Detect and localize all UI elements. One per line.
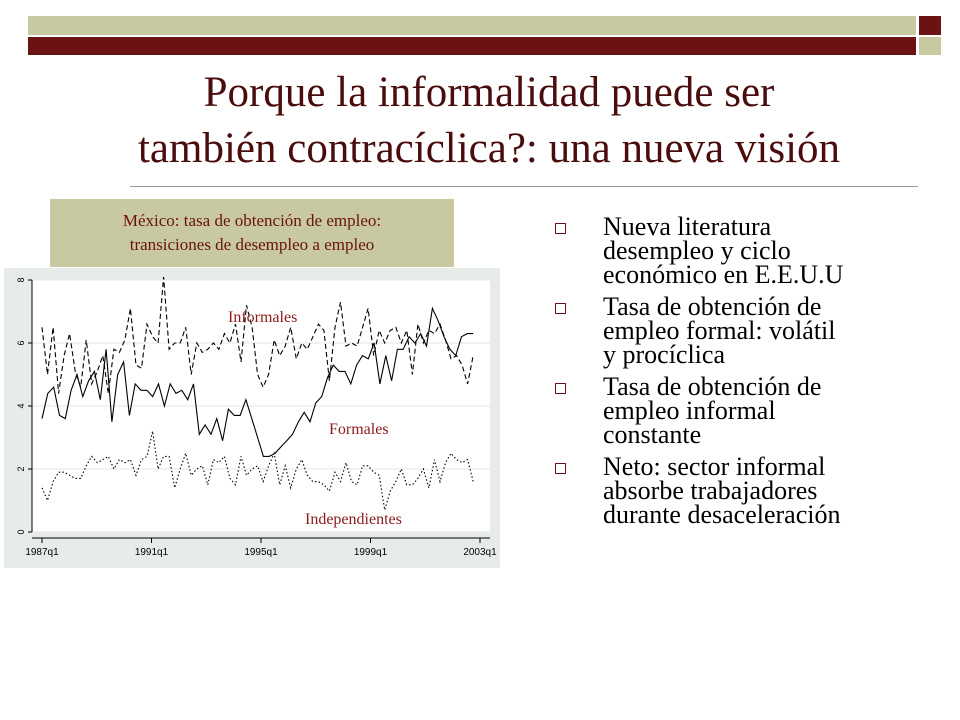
y-tick-label: 6 — [16, 340, 26, 345]
x-tick-label: 1987q1 — [25, 547, 59, 558]
bullet-item: Nueva literatura desempleo y ciclo econó… — [553, 212, 943, 289]
x-tick-label: 2003q1 — [463, 547, 497, 558]
header-square-dark — [919, 16, 941, 35]
series-label: Informales — [228, 309, 297, 326]
y-tick-label: 4 — [16, 403, 26, 408]
header-bar-light — [28, 16, 916, 35]
bullet-line: y procíclica — [603, 340, 725, 369]
bullet-list: Nueva literatura desempleo y ciclo econó… — [553, 212, 943, 535]
chart-caption-line-1: México: tasa de obtención de empleo: — [122, 211, 382, 230]
hollow-square-icon — [555, 303, 566, 314]
hollow-square-icon — [555, 383, 566, 394]
series-label: Independientes — [305, 511, 402, 528]
chart-caption: México: tasa de obtención de empleo: tra… — [50, 199, 454, 267]
slide-title-line-2: también contracíclica?: una nueva visión — [137, 124, 841, 172]
bullet-line: absorbe trabajadores — [603, 476, 818, 505]
chart-caption-line-2: transiciones de desempleo a empleo — [129, 235, 375, 254]
header-bar-dark — [28, 37, 916, 55]
bullet-line: durante desaceleración — [603, 500, 841, 529]
bullet-line: económico en E.E.U.U — [603, 260, 844, 289]
series-line-formales — [41, 306, 474, 457]
bullet-line: empleo informal — [603, 396, 776, 425]
bullet-line: Tasa de obtención de — [603, 372, 822, 401]
bullet-item: Tasa de obtención de empleo informal con… — [553, 372, 943, 449]
x-tick-label: 1991q1 — [135, 547, 169, 558]
bullet-line: constante — [603, 420, 702, 449]
y-tick-label: 2 — [16, 466, 26, 471]
hollow-square-icon — [555, 463, 566, 474]
bullet-line: Neto: sector informal — [603, 452, 826, 481]
bullet-line: Tasa de obtención de — [603, 292, 822, 321]
bullet-line: desempleo y ciclo — [603, 236, 791, 265]
series-label: Formales — [329, 421, 389, 438]
bullet-line: Nueva literatura — [603, 212, 772, 241]
bullet-item: Tasa de obtención de empleo formal: volá… — [553, 292, 943, 369]
y-tick-label: 0 — [16, 529, 26, 534]
title-divider — [130, 186, 918, 187]
slide-title: Porque la informalidad puede ser también… — [28, 58, 950, 183]
line-chart: 0 2 4 6 8 1987q1 1991q1 1995q1 1999q1 2003q1 Infor… — [16, 276, 497, 558]
series-line-informales — [41, 276, 474, 394]
slide-title-line-1: Porque la informalidad puede ser — [203, 68, 775, 116]
hollow-square-icon — [555, 223, 566, 234]
x-tick-label: 1999q1 — [354, 547, 388, 558]
bullet-line: empleo formal: volátil — [603, 316, 836, 345]
x-tick-label: 1995q1 — [244, 547, 278, 558]
header-square-light — [919, 37, 941, 55]
bullet-item: Neto: sector informal absorbe trabajador… — [553, 452, 943, 529]
chart-panel: 0 2 4 6 8 1987q1 1991q1 1995q1 1999q1 2003q1 Infor… — [4, 268, 500, 568]
y-tick-label: 8 — [16, 277, 26, 282]
